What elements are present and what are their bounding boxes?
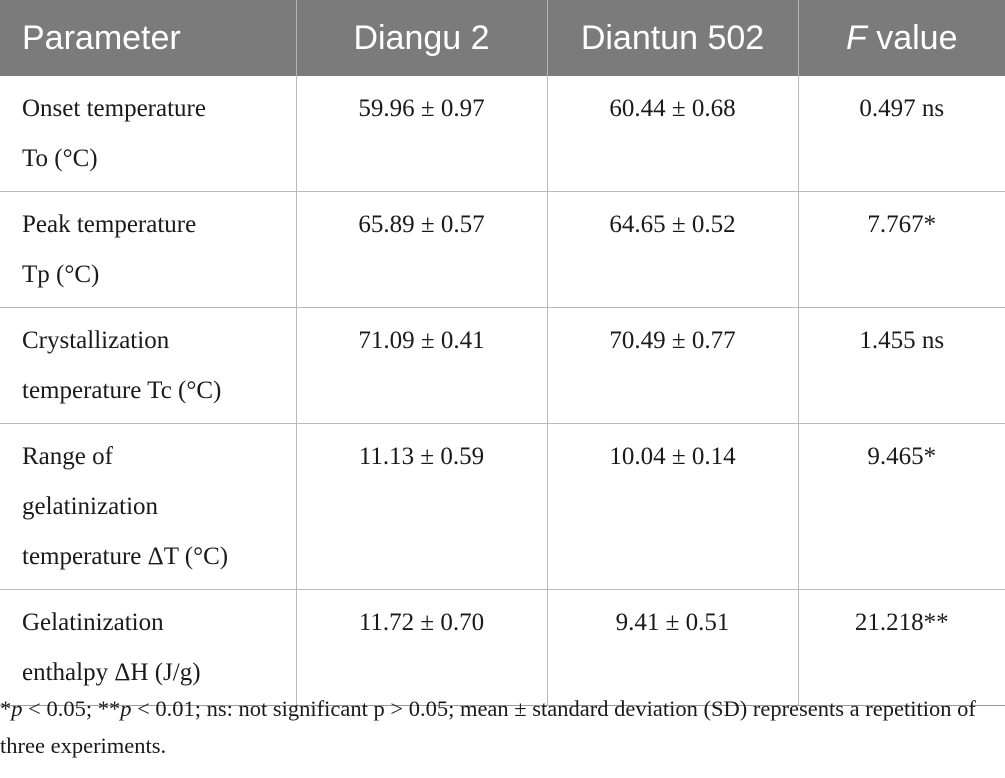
table-row: Range of gelatinization temperature ΔT (°C… — [0, 423, 1005, 590]
table-header: Parameter Diangu 2 Diantun 502 F value — [0, 0, 1005, 76]
row-diantun-value: 70.49 ± 0.77 — [547, 307, 799, 424]
row-diangu-value: 11.72 ± 0.70 — [296, 589, 548, 706]
param-line: Gelatinization — [22, 609, 164, 636]
param-line: Onset temperature — [22, 95, 206, 122]
row-parameter: Onset temperature To (°C) — [0, 76, 297, 192]
param-line: Crystallization — [22, 327, 170, 354]
row-f-value: 1.455 ns — [798, 307, 1005, 424]
table-row: Onset temperature To (°C) 59.96 ± 0.97 60… — [0, 76, 1005, 192]
table-footnote: *p < 0.05; **p < 0.01; ns: not significa… — [0, 690, 1000, 764]
footnote-p-symbol: p — [11, 696, 23, 721]
row-parameter: Peak temperature Tp (°C) — [0, 191, 297, 308]
row-f-value: 7.767* — [798, 191, 1005, 308]
param-line: Tp (°C) — [22, 261, 100, 288]
table-row: Gelatinization enthalpy ΔH (J/g) 11.72 ± … — [0, 589, 1005, 706]
table-body: Onset temperature To (°C) 59.96 ± 0.97 60… — [0, 76, 1005, 706]
row-parameter: Range of gelatinization temperature ΔT (°C… — [0, 423, 297, 590]
footnote-p-symbol: p — [120, 696, 132, 721]
row-diantun-value: 10.04 ± 0.14 — [547, 423, 799, 590]
row-diantun-value: 64.65 ± 0.52 — [547, 191, 799, 308]
header-parameter: Parameter — [0, 0, 297, 76]
header-row: Parameter Diangu 2 Diantun 502 F value — [0, 0, 1005, 76]
row-f-value: 21.218** — [798, 589, 1005, 706]
footnote-part: < 0.05; ** — [22, 696, 121, 721]
row-diantun-value: 9.41 ± 0.51 — [547, 589, 799, 706]
row-parameter: Crystallization temperature Tc (°C) — [0, 307, 297, 424]
table-row: Crystallization temperature Tc (°C) 71.09… — [0, 307, 1005, 424]
param-line: Peak temperature — [22, 211, 197, 238]
row-diangu-value: 11.13 ± 0.59 — [296, 423, 548, 590]
param-line: To (°C) — [22, 145, 98, 172]
param-line: temperature ΔT (°C) — [22, 543, 229, 570]
header-diangu: Diangu 2 — [296, 0, 548, 76]
header-f-value: F value — [798, 0, 1005, 76]
param-line: temperature Tc (°C) — [22, 377, 222, 404]
header-f-symbol: F — [845, 18, 867, 57]
table-row: Peak temperature Tp (°C) 65.89 ± 0.57 64.… — [0, 191, 1005, 308]
row-f-value: 0.497 ns — [798, 76, 1005, 192]
row-diangu-value: 65.89 ± 0.57 — [296, 191, 548, 308]
dsc-parameters-table: Parameter Diangu 2 Diantun 502 F value O… — [0, 0, 1005, 706]
row-diangu-value: 71.09 ± 0.41 — [296, 307, 548, 424]
row-diantun-value: 60.44 ± 0.68 — [547, 76, 799, 192]
header-diantun: Diantun 502 — [547, 0, 799, 76]
row-f-value: 9.465* — [798, 423, 1005, 590]
row-parameter: Gelatinization enthalpy ΔH (J/g) — [0, 589, 297, 706]
footnote-part: < 0.01; ns: not significant p > 0.05; me… — [0, 696, 976, 758]
results-table-container: Parameter Diangu 2 Diantun 502 F value O… — [0, 0, 1005, 706]
param-line: enthalpy ΔH (J/g) — [22, 659, 201, 686]
param-line: Range of — [22, 443, 113, 470]
footnote-part: * — [0, 696, 12, 721]
param-line: gelatinization — [22, 493, 159, 520]
header-f-label: value — [866, 18, 958, 57]
row-diangu-value: 59.96 ± 0.97 — [296, 76, 548, 192]
